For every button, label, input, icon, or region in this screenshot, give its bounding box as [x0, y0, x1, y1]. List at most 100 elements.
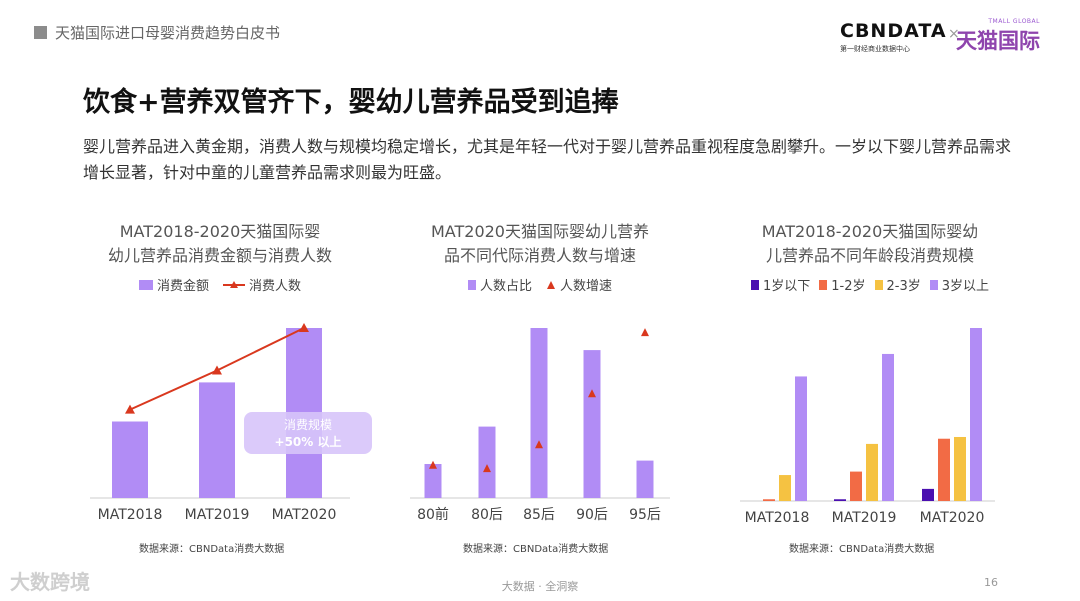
- x-tick-label: 90后: [576, 507, 608, 523]
- bar-age-group: [866, 443, 878, 501]
- legend-label: 3岁以上: [941, 279, 990, 294]
- data-source: 数据来源：CBNData消费大数据: [139, 544, 285, 555]
- legend-item: 消费人数: [223, 275, 301, 294]
- marker-growth: [535, 440, 543, 449]
- data-source: 数据来源：CBNData消费大数据: [463, 544, 609, 555]
- bar-share: [636, 460, 654, 498]
- legend-item: 2-3岁: [874, 275, 921, 294]
- chart-legend: 1岁以下 1-2岁 2-3岁 3岁以上: [710, 275, 1030, 294]
- bar-share: [530, 328, 548, 498]
- tmall-global-logo: 天猫国际: [956, 29, 1040, 53]
- chart-title-line: 品不同代际消费人数与增速: [443, 246, 636, 265]
- annotation-line: +50% 以上: [275, 434, 342, 449]
- legend-item: 1岁以下: [750, 275, 811, 294]
- chart-panel-generation: MAT2020天猫国际婴幼儿营养 品不同代际消费人数与增速 人数占比 人数增速 …: [380, 220, 700, 560]
- cbndata-logo: CBNDATA: [840, 20, 947, 42]
- bar-age-group: [970, 328, 982, 501]
- chart-panel-spending: MAT2018-2020天猫国际婴 幼儿营养品消费金额与消费人数 消费金额 消费…: [60, 220, 380, 560]
- legend-swatch: [750, 279, 759, 290]
- marker-growth: [429, 460, 437, 469]
- chart-legend: 消费金额 消费人数: [60, 275, 380, 294]
- line-marker: [125, 404, 135, 414]
- x-tick-label: MAT2019: [832, 510, 897, 526]
- bar-age-group: [779, 475, 791, 501]
- chart-title: MAT2018-2020天猫国际婴幼 儿营养品不同年龄段消费规模: [710, 220, 1030, 268]
- legend-swatch: [819, 279, 828, 290]
- legend-line-marker: [223, 280, 245, 288]
- page-number: 16: [984, 576, 998, 589]
- line-marker: [299, 323, 309, 332]
- chart-title: MAT2020天猫国际婴幼儿营养 品不同代际消费人数与增速: [380, 220, 700, 268]
- x-tick-label: MAT2019: [185, 507, 250, 523]
- bar-age-group: [795, 376, 807, 501]
- bar-age-group: [763, 499, 775, 501]
- legend-swatch: [929, 279, 938, 290]
- footer-slogan: 大数据 · 全洞察: [501, 580, 579, 593]
- chart-plot-spending: MAT2018 MAT2019 MAT2020 消费规模 +50% 以上: [90, 323, 372, 523]
- chart-legend: 人数占比 人数增速: [380, 275, 700, 294]
- legend-swatch: [138, 279, 153, 290]
- annotation-line: 消费规模: [284, 417, 332, 432]
- legend-label: 人数增速: [560, 279, 613, 294]
- bar-age-group: [938, 438, 950, 501]
- data-source: 数据来源：CBNData消费大数据: [789, 544, 935, 555]
- x-tick-label: MAT2020: [920, 510, 985, 526]
- bar-spending: [199, 382, 235, 498]
- cross-symbol: ×: [948, 26, 960, 42]
- legend-swatch: [874, 279, 883, 290]
- slide-title: 饮食+营养双管齐下，婴幼儿营养品受到追捧: [83, 87, 619, 118]
- legend-item: 消费金额: [138, 275, 209, 294]
- legend-label: 人数占比: [479, 279, 532, 294]
- tmall-global-en: TMALL GLOBAL: [988, 18, 1040, 25]
- chart-title: MAT2018-2020天猫国际婴 幼儿营养品消费金额与消费人数: [60, 220, 380, 268]
- marker-growth: [588, 389, 596, 398]
- bar-share: [583, 350, 601, 498]
- chart-panel-age: MAT2018-2020天猫国际婴幼 儿营养品不同年龄段消费规模 1岁以下 1-…: [710, 220, 1030, 560]
- x-tick-label: 80前: [417, 506, 449, 523]
- marker-growth: [483, 464, 491, 473]
- report-title: 天猫国际进口母婴消费趋势白皮书: [55, 24, 281, 42]
- bar-share: [424, 464, 442, 498]
- chart-plot-age: MAT2018 MAT2019 MAT2020: [740, 328, 995, 526]
- header-square-icon: [34, 26, 47, 39]
- bar-age-group: [954, 436, 966, 501]
- annotation-box: [244, 412, 372, 454]
- legend-label: 1-2岁: [831, 279, 866, 294]
- chart-title-line: MAT2018-2020天猫国际婴: [119, 222, 321, 241]
- chart-title-line: 儿营养品不同年龄段消费规模: [765, 246, 974, 265]
- legend-label: 消费金额: [156, 279, 209, 294]
- slide-description: 婴儿营养品进入黄金期，消费人数与规模均稳定增长，尤其是年轻一代对于婴儿营养品重视…: [83, 137, 1012, 182]
- legend-label: 1岁以下: [762, 279, 811, 294]
- report-header: 天猫国际进口母婴消费趋势白皮书: [34, 22, 280, 43]
- chart-title-line: MAT2018-2020天猫国际婴幼: [761, 222, 979, 241]
- chart-title-line: 幼儿营养品消费金额与消费人数: [107, 246, 332, 265]
- chart-plot-generation: 80前 80后 85后 90后 95后: [410, 328, 670, 523]
- bar-age-group: [834, 499, 846, 501]
- cbndata-subtitle: 第一财经商业数据中心: [840, 45, 910, 53]
- x-tick-label: MAT2020: [272, 507, 337, 523]
- annotation-callout: 消费规模 +50% 以上: [244, 412, 372, 454]
- brand-logos: CBNDATA 第一财经商业数据中心 × TMALL GLOBAL 天猫国际: [840, 14, 1040, 54]
- bar-spending: [112, 421, 148, 498]
- x-tick-label: MAT2018: [745, 510, 810, 526]
- x-tick-label: 85后: [523, 507, 555, 523]
- bar-age-group: [850, 471, 862, 501]
- legend-label: 2-3岁: [886, 279, 921, 294]
- marker-growth: [641, 328, 649, 337]
- x-tick-label: MAT2018: [98, 507, 163, 523]
- chart-title-line: MAT2020天猫国际婴幼儿营养: [430, 222, 649, 241]
- legend-swatch: [467, 279, 476, 290]
- bar-share: [478, 426, 496, 498]
- legend-triangle-marker: [547, 280, 555, 289]
- legend-item: 3岁以上: [929, 275, 990, 294]
- watermark: 大数跨境: [10, 570, 90, 594]
- legend-item: 人数增速: [546, 275, 612, 294]
- line-marker: [212, 365, 222, 375]
- bar-age-group: [922, 488, 934, 501]
- x-tick-label: 95后: [629, 507, 661, 523]
- legend-item: 人数占比: [467, 275, 532, 294]
- bar-age-group: [882, 353, 894, 501]
- x-tick-label: 80后: [471, 507, 503, 523]
- legend-item: 1-2岁: [819, 275, 866, 294]
- legend-label: 消费人数: [249, 279, 302, 294]
